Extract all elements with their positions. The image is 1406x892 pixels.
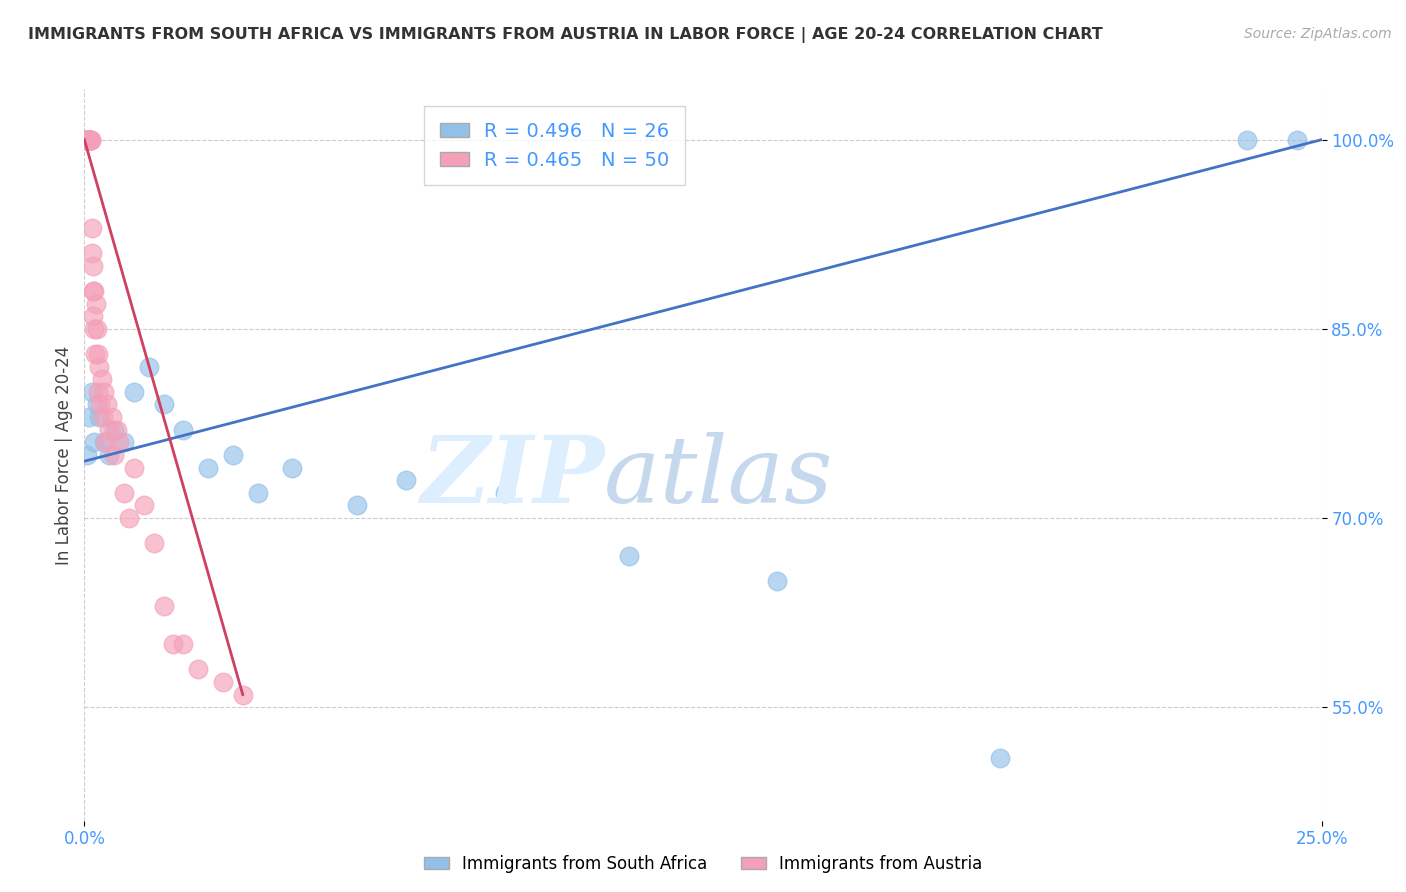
- Point: [122, 460, 145, 475]
- Point: [76, 133, 98, 147]
- Point: [86, 397, 108, 411]
- Point: [118, 511, 141, 525]
- Legend: R = 0.496   N = 26, R = 0.465   N = 50: R = 0.496 N = 26, R = 0.465 N = 50: [425, 106, 685, 185]
- Point: [83, 435, 105, 450]
- Point: [152, 599, 174, 614]
- Point: [76, 448, 98, 462]
- Point: [100, 410, 122, 425]
- Point: [75, 133, 97, 147]
- Point: [79, 133, 101, 147]
- Point: [138, 359, 160, 374]
- Text: atlas: atlas: [605, 432, 834, 522]
- Point: [93, 384, 115, 399]
- Point: [988, 750, 1011, 764]
- Point: [75, 133, 97, 147]
- Point: [98, 448, 121, 462]
- Point: [172, 637, 194, 651]
- Point: [93, 435, 115, 450]
- Point: [84, 296, 107, 310]
- Point: [82, 309, 104, 323]
- Point: [87, 347, 110, 361]
- Point: [80, 133, 103, 147]
- Point: [90, 372, 112, 386]
- Point: [494, 485, 516, 500]
- Point: [152, 397, 174, 411]
- Point: [766, 574, 789, 588]
- Point: [79, 133, 101, 147]
- Point: [1285, 133, 1308, 147]
- Point: [112, 435, 135, 450]
- Point: [122, 384, 145, 399]
- Point: [80, 133, 103, 147]
- Point: [617, 549, 640, 563]
- Point: [346, 499, 368, 513]
- Y-axis label: In Labor Force | Age 20-24: In Labor Force | Age 20-24: [55, 345, 73, 565]
- Point: [142, 536, 165, 550]
- Point: [82, 284, 104, 298]
- Point: [82, 221, 104, 235]
- Point: [103, 448, 125, 462]
- Point: [112, 485, 135, 500]
- Text: IMMIGRANTS FROM SOUTH AFRICA VS IMMIGRANTS FROM AUSTRIA IN LABOR FORCE | AGE 20-: IMMIGRANTS FROM SOUTH AFRICA VS IMMIGRAN…: [28, 27, 1102, 43]
- Point: [77, 133, 100, 147]
- Legend: Immigrants from South Africa, Immigrants from Austria: Immigrants from South Africa, Immigrants…: [418, 848, 988, 880]
- Point: [103, 423, 125, 437]
- Point: [172, 423, 194, 437]
- Point: [1236, 133, 1258, 147]
- Point: [77, 133, 100, 147]
- Point: [246, 485, 269, 500]
- Point: [212, 674, 235, 689]
- Point: [281, 460, 304, 475]
- Point: [80, 384, 103, 399]
- Point: [76, 133, 98, 147]
- Point: [96, 397, 118, 411]
- Point: [395, 473, 418, 487]
- Point: [91, 410, 114, 425]
- Point: [187, 662, 209, 676]
- Point: [86, 322, 108, 336]
- Point: [89, 359, 111, 374]
- Point: [98, 423, 121, 437]
- Point: [82, 259, 104, 273]
- Point: [83, 322, 105, 336]
- Point: [232, 688, 254, 702]
- Point: [84, 347, 107, 361]
- Text: ZIP: ZIP: [420, 432, 605, 522]
- Point: [89, 397, 111, 411]
- Point: [89, 410, 111, 425]
- Point: [83, 284, 105, 298]
- Point: [75, 133, 97, 147]
- Point: [105, 423, 128, 437]
- Point: [94, 435, 117, 450]
- Point: [79, 133, 101, 147]
- Text: Source: ZipAtlas.com: Source: ZipAtlas.com: [1244, 27, 1392, 41]
- Point: [76, 133, 98, 147]
- Point: [87, 384, 110, 399]
- Point: [77, 133, 100, 147]
- Point: [79, 133, 101, 147]
- Point: [222, 448, 245, 462]
- Point: [79, 410, 101, 425]
- Point: [162, 637, 184, 651]
- Point: [80, 246, 103, 260]
- Point: [132, 499, 155, 513]
- Point: [197, 460, 219, 475]
- Point: [108, 435, 131, 450]
